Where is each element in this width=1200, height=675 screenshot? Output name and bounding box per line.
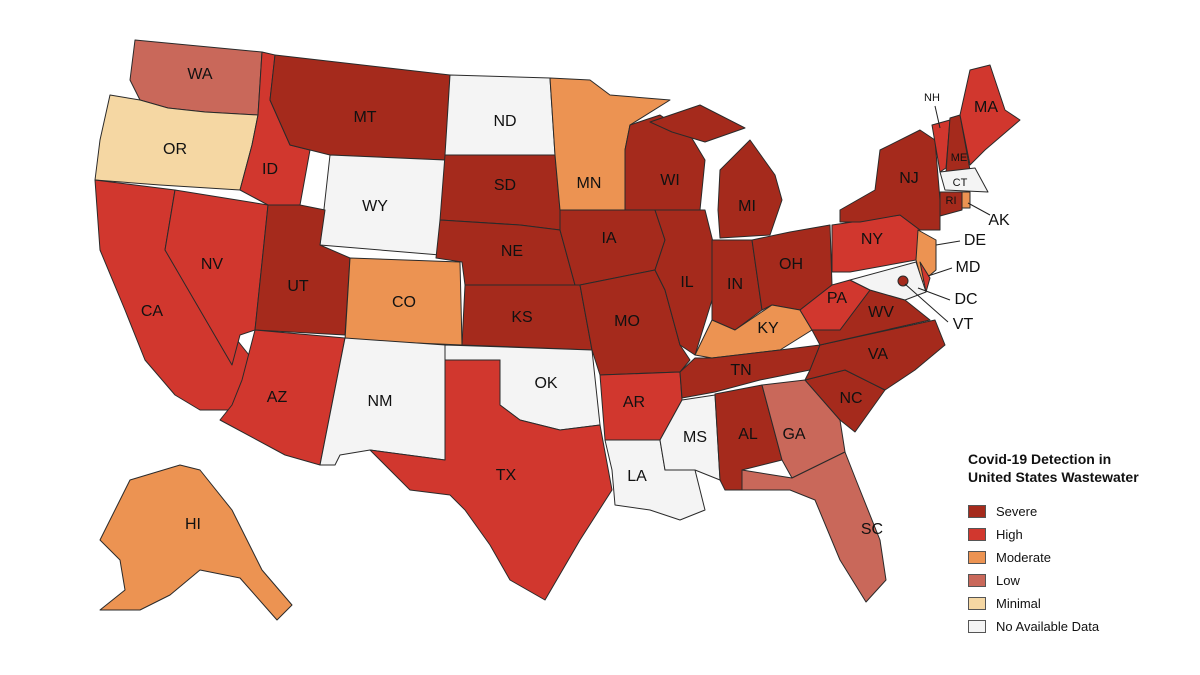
legend-label: Low (996, 573, 1020, 588)
legend-swatch (968, 551, 986, 564)
legend-item: High (968, 523, 1148, 546)
leader-line (917, 287, 951, 301)
state-label: OH (779, 256, 803, 273)
state-shape (939, 167, 989, 193)
state-label: IA (601, 230, 616, 247)
states (94, 39, 1021, 621)
state-label: CT (953, 177, 968, 189)
state-label: NV (201, 256, 224, 273)
leader-line (927, 267, 953, 277)
state-shape (717, 139, 783, 239)
state-label: SD (494, 177, 516, 194)
legend-label: High (996, 527, 1023, 542)
state-shape (99, 464, 293, 621)
state-label: ND (493, 113, 516, 130)
state-shape (269, 54, 451, 161)
state-label: WY (362, 198, 388, 215)
state-shape (654, 209, 716, 356)
state-label: UT (287, 278, 309, 295)
legend-item: Minimal (968, 592, 1148, 615)
legend-label: Moderate (996, 550, 1051, 565)
legend-title: Covid-19 Detection in United States Wast… (968, 451, 1139, 485)
state-label: MO (614, 313, 640, 330)
state-label: NY (861, 231, 884, 248)
state-label: MD (956, 259, 981, 276)
state-label: ME (951, 152, 968, 164)
state-label: IL (680, 274, 693, 291)
state-shape (897, 275, 909, 287)
legend-item: Low (968, 569, 1148, 592)
state-label: KS (511, 309, 532, 326)
state-shape (711, 239, 763, 331)
state-label: WA (187, 66, 213, 83)
state-label: AZ (267, 389, 288, 406)
state-label: DE (964, 232, 986, 249)
leader-line (934, 105, 941, 129)
legend-label: Minimal (996, 596, 1041, 611)
state-label: NC (839, 390, 862, 407)
legend-swatch (968, 620, 986, 633)
state-label: HI (185, 516, 201, 533)
legend-label: No Available Data (996, 619, 1100, 634)
state-label: MN (577, 175, 602, 192)
state-shape (369, 359, 613, 601)
state-label: LA (627, 468, 647, 485)
legend-swatch (968, 597, 986, 610)
state-label: OR (163, 141, 187, 158)
state-shape (959, 64, 1021, 166)
state-label: MT (353, 109, 376, 126)
state-label: NM (368, 393, 393, 410)
state-shape (919, 261, 931, 293)
state-label: SC (861, 521, 883, 538)
state-label: AL (738, 426, 758, 443)
state-label: DC (954, 291, 977, 308)
legend-swatch (968, 505, 986, 518)
state-label: TN (730, 362, 751, 379)
legend-swatch (968, 574, 986, 587)
state-label: AK (988, 212, 1010, 229)
state-label: CO (392, 294, 416, 311)
state-label: OK (534, 375, 557, 392)
state-label: WI (660, 172, 680, 189)
state-label: VT (953, 316, 974, 333)
state-shape (939, 191, 963, 217)
state-label: KY (757, 320, 779, 337)
state-label: VA (868, 346, 888, 363)
state-shape (849, 261, 927, 301)
state-shape (804, 319, 946, 391)
leader-line (904, 283, 949, 323)
state-label: MI (738, 198, 756, 215)
state-label: TX (496, 467, 517, 484)
labels: WA OR CA NV ID MT WY UT CO AZ NM ND SD NE KS OK TX MN IA MO… (141, 66, 1010, 538)
leader-line (967, 202, 991, 216)
legend-item: Severe (968, 500, 1148, 523)
state-shape (741, 451, 887, 603)
legend-swatch (968, 528, 986, 541)
state-shape (839, 129, 941, 231)
state-label: WV (868, 304, 894, 321)
state-label: NH (924, 92, 940, 104)
state-label: AR (623, 394, 645, 411)
state-label: ID (262, 161, 278, 178)
state-label: GA (782, 426, 805, 443)
state-label: NE (501, 243, 523, 260)
legend-item: Moderate (968, 546, 1148, 569)
state-label: MA (974, 99, 998, 116)
leader-line (935, 240, 961, 246)
state-label: MS (683, 429, 707, 446)
legend: Covid-19 Detection in United States Wast… (968, 450, 1148, 638)
state-label: IN (727, 276, 743, 293)
legend-label: Severe (996, 504, 1038, 519)
state-label: PA (827, 290, 847, 307)
legend-item: No Available Data (968, 615, 1148, 638)
state-shape (649, 104, 746, 143)
state-shape (961, 191, 971, 209)
state-label: CA (141, 303, 164, 320)
state-label: RI (946, 195, 957, 207)
state-label: NJ (899, 170, 919, 187)
